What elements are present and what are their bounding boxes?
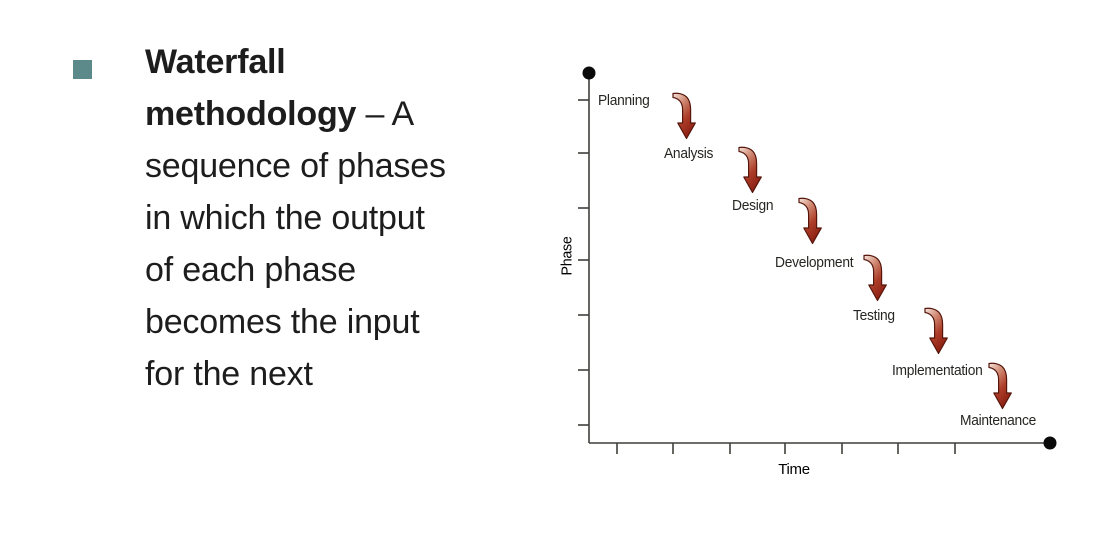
bullet-text-segment: sequence of phases	[145, 147, 446, 185]
bullet-text-segment: for the next	[145, 355, 313, 393]
waterfall-arrow-shape	[863, 254, 887, 302]
bullet-text-line: methodology – A	[145, 88, 535, 140]
bullet-text-bold-segment: methodology	[145, 95, 357, 133]
start-endpoint-dot	[582, 66, 596, 80]
bullet-text-line: sequence of phases	[145, 140, 535, 192]
waterfall-arrow-icon	[863, 254, 887, 302]
waterfall-arrow-icon	[738, 146, 762, 194]
bullet-text-segment: – A	[356, 95, 415, 133]
waterfall-arrow-icon	[672, 92, 696, 140]
bullet-text-line: for the next	[145, 348, 535, 400]
waterfall-arrow-icon	[924, 307, 948, 355]
waterfall-arrow-icon	[988, 362, 1012, 410]
waterfall-arrow-shape	[738, 146, 762, 194]
waterfall-arrow-shape	[988, 362, 1012, 410]
waterfall-figure: Planning Analysis Design Development Testing…	[540, 45, 1065, 500]
bullet-text-line: Waterfall	[145, 36, 535, 88]
bullet-text-line: in which the output	[145, 192, 535, 244]
phase-label-development: Development	[775, 254, 854, 271]
phase-label-design: Design	[732, 197, 774, 214]
phase-label-analysis: Analysis	[664, 145, 714, 162]
waterfall-arrow-shape	[798, 197, 822, 245]
phase-label-maintenance: Maintenance	[960, 412, 1036, 429]
phase-label-planning: Planning	[598, 92, 650, 109]
bullet-text-segment: of each phase	[145, 251, 357, 289]
waterfall-arrow-icon	[798, 197, 822, 245]
bullet-text-segment: becomes the input	[145, 303, 420, 341]
waterfall-arrow-shape	[924, 307, 948, 355]
x-axis-label: Time	[778, 461, 810, 478]
bullet-text-bold-segment: Waterfall	[145, 43, 286, 81]
phase-label-testing: Testing	[853, 307, 895, 324]
bullet-text: Waterfall methodology – A sequence of phas…	[145, 36, 535, 400]
bullet-marker	[73, 60, 92, 79]
end-endpoint-dot	[1043, 436, 1057, 450]
axes	[578, 66, 1057, 454]
bullet-text-line: becomes the input	[145, 296, 535, 348]
y-axis-label: Phase	[558, 236, 576, 276]
bullet-text-segment: in which the output	[145, 199, 425, 237]
waterfall-arrow-shape	[672, 92, 696, 140]
bullet-text-line: of each phase	[145, 244, 535, 296]
phase-label-implementation: Implementation	[892, 362, 983, 379]
